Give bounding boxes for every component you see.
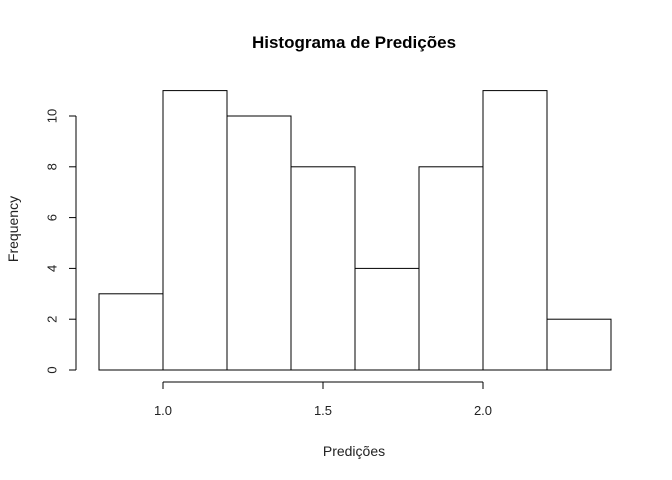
y-tick-label-10: 10 — [45, 109, 60, 123]
bars-group — [98, 90, 612, 371]
histogram-bar-2 — [162, 90, 228, 371]
histogram-bar-5 — [354, 267, 420, 371]
histogram-bar-1 — [98, 293, 164, 371]
y-tick-label-2: 2 — [45, 316, 60, 323]
histogram-bar-4 — [290, 166, 356, 371]
x-tick-label-2.0: 2.0 — [474, 403, 492, 418]
histogram-bar-6 — [418, 166, 484, 371]
x-axis: 1.0 1.5 2.0 — [154, 381, 492, 418]
y-tick-label-0: 0 — [45, 366, 60, 373]
histogram-bar-8 — [546, 318, 612, 371]
y-tick-label-8: 8 — [45, 163, 60, 170]
y-tick-label-4: 4 — [45, 265, 60, 272]
x-tick-label-1.0: 1.0 — [154, 403, 172, 418]
y-axis: 0 2 4 6 8 10 — [45, 109, 77, 374]
x-axis-label: Predições — [323, 443, 385, 459]
y-tick-label-6: 6 — [45, 214, 60, 221]
histogram-bar-7 — [482, 90, 548, 371]
y-axis-label: Frequency — [5, 196, 21, 262]
histogram-bar-3 — [226, 115, 292, 371]
chart-title: Histograma de Predições — [252, 33, 456, 52]
x-tick-label-1.5: 1.5 — [314, 403, 332, 418]
